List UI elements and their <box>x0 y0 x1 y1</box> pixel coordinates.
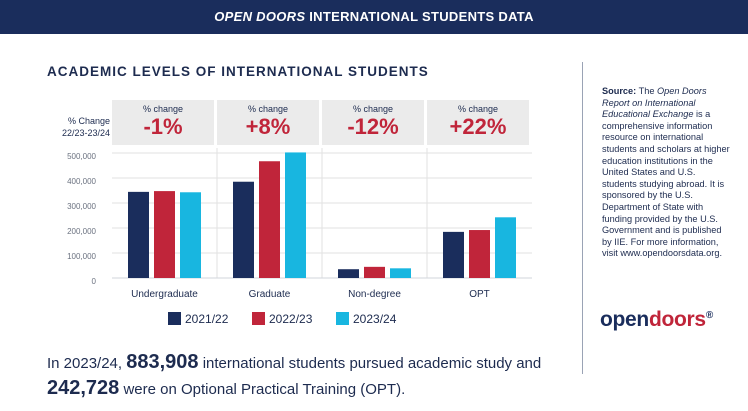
y-tick-label: 500,000 <box>67 152 96 161</box>
bar <box>338 269 359 278</box>
opendoors-logo: opendoors® <box>600 308 713 332</box>
chart-title: ACADEMIC LEVELS OF INTERNATIONAL STUDENT… <box>47 64 429 79</box>
change-value: +8% <box>245 114 291 139</box>
legend-swatch <box>168 312 181 325</box>
legend-item-2023-24: 2023/24 <box>336 312 396 326</box>
x-tick-label: OPT <box>469 289 490 300</box>
logo-registered-mark: ® <box>705 310 713 321</box>
legend-label: 2022/23 <box>269 312 313 326</box>
legend-item-2022-23: 2022/23 <box>252 312 312 326</box>
source-part-1: The <box>636 86 657 96</box>
vertical-divider <box>582 62 583 374</box>
change-value: -1% <box>143 114 183 139</box>
y-tick-label: 400,000 <box>67 177 96 186</box>
change-value: -12% <box>347 114 399 139</box>
y-tick-label: 0 <box>92 277 97 286</box>
y-tick-label: 300,000 <box>67 202 96 211</box>
source-note: Source: The Open Doors Report on Interna… <box>602 86 730 260</box>
bar <box>180 192 201 278</box>
bar <box>285 152 306 278</box>
summary-part-2: international students pursued academic … <box>198 355 542 372</box>
banner-title-rest: INTERNATIONAL STUDENTS DATA <box>305 9 534 24</box>
change-box-opt: % change +22% <box>427 100 529 145</box>
bar <box>469 230 490 278</box>
summary-part-3: were on Optional Practical Training (OPT… <box>119 381 406 398</box>
bar <box>443 231 464 278</box>
y-tick-label: 100,000 <box>67 252 96 261</box>
source-part-2: is a comprehensive information resource … <box>602 109 730 259</box>
x-tick-label: Undergraduate <box>131 289 198 300</box>
logo-doors: doors <box>648 308 706 331</box>
x-tick-label: Non-degree <box>348 289 401 300</box>
change-label: % change <box>457 104 499 114</box>
change-box-undergraduate: % change -1% <box>112 100 214 145</box>
change-box-graduate: % change +8% <box>217 100 319 145</box>
legend-label: 2021/22 <box>185 312 229 326</box>
bar <box>390 268 411 278</box>
summary-part-1: In 2023/24, <box>47 355 127 372</box>
legend-item-2021-22: 2021/22 <box>168 312 228 326</box>
bar <box>259 161 280 278</box>
change-caption: % Change 22/23-23/24 <box>44 115 110 139</box>
change-label: % change <box>247 104 289 114</box>
bar <box>233 181 254 278</box>
bar <box>364 266 385 278</box>
change-box-non-degree: % change -12% <box>322 100 424 145</box>
change-label: % change <box>142 104 184 114</box>
x-tick-label: Graduate <box>249 289 291 300</box>
bar <box>128 191 149 278</box>
change-caption-line-1: % Change <box>67 116 110 126</box>
bar <box>495 217 516 278</box>
change-caption-line-2: 22/23-23/24 <box>61 128 110 138</box>
change-value: +22% <box>449 114 507 139</box>
y-tick-label: 200,000 <box>67 227 96 236</box>
legend-swatch <box>252 312 265 325</box>
banner-title-italic: OPEN DOORS <box>214 9 306 24</box>
source-label: Source: <box>602 86 637 96</box>
logo-open: open <box>600 308 649 331</box>
summary-text: In 2023/24, 883,908 international studen… <box>47 350 567 402</box>
legend-swatch <box>336 312 349 325</box>
summary-number-academic: 883,908 <box>126 351 199 373</box>
bar <box>154 191 175 278</box>
top-banner: OPEN DOORS INTERNATIONAL STUDENTS DATA <box>0 0 748 34</box>
change-label: % change <box>352 104 394 114</box>
source-report-name: Open Doors Report on International Educa… <box>602 86 707 120</box>
summary-number-opt: 242,728 <box>47 377 120 399</box>
legend-label: 2023/24 <box>353 312 397 326</box>
